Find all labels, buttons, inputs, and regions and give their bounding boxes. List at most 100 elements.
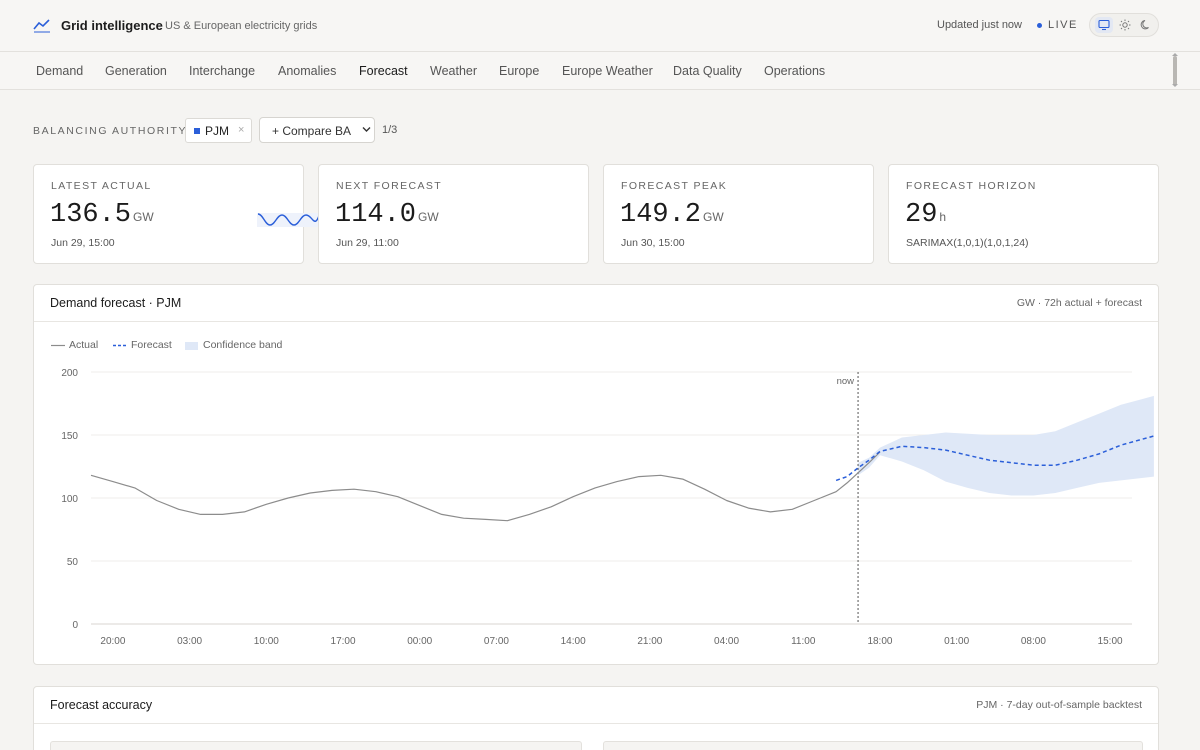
kpi-unit: h [939, 210, 947, 224]
kpi-number: 29 [905, 200, 938, 230]
theme-light-button[interactable] [1116, 17, 1134, 33]
kpi-card-forecast-peak: FORECAST PEAK 149.2 GW Jun 30, 15:00 [603, 164, 874, 264]
ba-color-swatch [194, 128, 200, 134]
kpi-card-next-forecast: NEXT FORECAST 114.0 GW Jun 29, 11:00 [318, 164, 589, 264]
tab-europe-weather[interactable]: Europe Weather [562, 64, 653, 78]
legend-forecast-label: Forecast [131, 339, 172, 351]
theme-system-button[interactable] [1095, 17, 1113, 33]
kpi-number: 114.0 [335, 200, 417, 230]
x-tick-label: 00:00 [407, 636, 432, 647]
top-bar: Grid intelligence US & European electric… [0, 0, 1200, 52]
forecast-series-line [835, 435, 1155, 482]
kpi-unit: GW [418, 210, 439, 224]
now-marker-label: now [837, 376, 855, 387]
y-tick-label: 150 [61, 431, 78, 442]
x-tick-label: 10:00 [254, 636, 279, 647]
x-tick-label: 15:00 [1098, 636, 1123, 647]
app-subtitle: US & European electricity grids [165, 20, 318, 32]
y-tick-label: 200 [61, 368, 78, 379]
scroll-up-arrow[interactable] [1172, 53, 1178, 56]
monitor-icon [1098, 19, 1110, 31]
ba-chip-pjm[interactable]: PJM × [185, 118, 252, 143]
kpi-label: NEXT FORECAST [336, 180, 443, 192]
moon-icon [1140, 20, 1149, 30]
balancing-authority-label: BALANCING AUTHORITY [33, 125, 188, 137]
panel-header: Forecast accuracy PJM · 7-day out-of-sam… [34, 687, 1158, 724]
x-tick-label: 01:00 [944, 636, 969, 647]
tab-bar: Demand Generation Interchange Anomalies … [0, 52, 1200, 90]
kpi-card-latest-actual: LATEST ACTUAL 136.5 GW Jun 29, 15:00 [33, 164, 323, 264]
remove-ba-icon[interactable]: × [238, 124, 245, 136]
kpi-label: FORECAST PEAK [621, 180, 728, 192]
forecast-accuracy-panel: Forecast accuracy PJM · 7-day out-of-sam… [33, 686, 1159, 750]
legend-actual-swatch [51, 344, 65, 347]
legend-band-label: Confidence band [203, 339, 283, 351]
x-tick-label: 21:00 [637, 636, 662, 647]
panel-title: Demand forecast · PJM [50, 296, 182, 310]
sparkline [257, 205, 323, 227]
kpi-timestamp: Jun 29, 11:00 [336, 237, 399, 249]
tab-interchange[interactable]: Interchange [189, 64, 256, 78]
tab-weather[interactable]: Weather [430, 64, 478, 78]
kpi-label: FORECAST HORIZON [906, 180, 1037, 192]
kpi-unit: GW [703, 210, 724, 224]
x-tick-label: 14:00 [561, 636, 586, 647]
tab-generation[interactable]: Generation [105, 64, 167, 78]
kpi-value: 149.2 GW [620, 200, 724, 230]
tab-europe[interactable]: Europe [499, 64, 540, 78]
panel-title: Forecast accuracy [50, 698, 153, 712]
live-label: LIVE [1048, 19, 1078, 31]
compare-ba-label: + Compare BA [272, 124, 352, 138]
kpi-value: 114.0 GW [335, 200, 439, 230]
kpi-card-forecast-horizon: FORECAST HORIZON 29 h SARIMAX(1,0,1)(1,0,… [888, 164, 1159, 264]
ba-count: 1/3 [382, 124, 398, 136]
x-tick-label: 08:00 [1021, 636, 1046, 647]
live-indicator-dot [1037, 23, 1042, 28]
theme-toggle-group [1089, 13, 1159, 37]
trend-logo-icon [33, 19, 50, 33]
updated-status: Updated just now [937, 19, 1022, 31]
kpi-model: SARIMAX(1,0,1)(1,0,1,24) [906, 237, 1029, 249]
kpi-number: 149.2 [620, 200, 702, 230]
kpi-label: LATEST ACTUAL [51, 180, 152, 192]
kpi-timestamp: Jun 29, 15:00 [51, 237, 115, 249]
app-title: Grid intelligence [61, 18, 163, 33]
chevron-down-icon [362, 127, 371, 132]
theme-dark-button[interactable] [1137, 17, 1155, 33]
legend-forecast-swatch [113, 344, 127, 347]
kpi-number: 136.5 [50, 200, 132, 230]
x-tick-label: 07:00 [484, 636, 509, 647]
kpi-unit: GW [133, 210, 154, 224]
compare-ba-select[interactable]: + Compare BA [259, 117, 375, 143]
x-tick-label: 18:00 [867, 636, 892, 647]
demand-forecast-panel: Demand forecast · PJM GW · 72h actual + … [33, 284, 1159, 665]
ba-chip-label: PJM [205, 124, 229, 138]
x-tick-label: 03:00 [177, 636, 202, 647]
legend-band-swatch [185, 342, 198, 350]
x-tick-label: 11:00 [791, 636, 816, 647]
panel-header: Demand forecast · PJM GW · 72h actual + … [34, 285, 1158, 322]
kpi-timestamp: Jun 30, 15:00 [621, 237, 685, 249]
actual-series-line [90, 451, 881, 522]
kpi-value: 29 h [905, 200, 946, 230]
confidence-band [858, 395, 1154, 496]
tab-data-quality[interactable]: Data Quality [673, 64, 742, 78]
tab-demand[interactable]: Demand [36, 64, 84, 78]
demand-forecast-chart: 0 50 100 150 200 20:00 03:00 10:00 17:00 00:00 07:… [61, 368, 1155, 647]
tab-scrollbar-thumb[interactable] [1173, 56, 1177, 86]
x-tick-label: 04:00 [714, 636, 739, 647]
x-tick-label: 17:00 [331, 636, 356, 647]
sun-icon [1119, 19, 1131, 31]
x-tick-label: 20:00 [100, 636, 125, 647]
accuracy-subpanel-right [603, 741, 1143, 750]
accuracy-subpanel-left [50, 741, 582, 750]
legend-actual-label: Actual [69, 339, 99, 351]
y-tick-label: 0 [72, 620, 78, 631]
panel-meta: PJM · 7-day out-of-sample backtest [976, 699, 1142, 711]
tab-operations[interactable]: Operations [764, 64, 826, 78]
tab-anomalies[interactable]: Anomalies [278, 64, 337, 78]
y-tick-label: 50 [67, 557, 79, 568]
scroll-down-arrow[interactable] [1172, 84, 1178, 87]
y-tick-label: 100 [61, 494, 78, 505]
tab-forecast[interactable]: Forecast [359, 64, 408, 78]
